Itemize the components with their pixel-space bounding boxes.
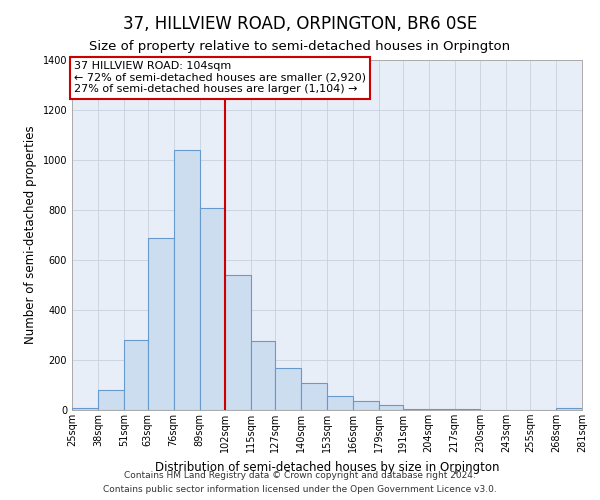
Bar <box>148 238 173 410</box>
Text: Contains HM Land Registry data © Crown copyright and database right 2024.: Contains HM Land Registry data © Crown c… <box>124 470 476 480</box>
Bar <box>98 390 124 410</box>
Text: 37, HILLVIEW ROAD, ORPINGTON, BR6 0SE: 37, HILLVIEW ROAD, ORPINGTON, BR6 0SE <box>123 15 477 33</box>
Bar <box>199 208 226 410</box>
Y-axis label: Number of semi-detached properties: Number of semi-detached properties <box>24 126 37 344</box>
Bar <box>301 382 327 410</box>
X-axis label: Distribution of semi-detached houses by size in Orpington: Distribution of semi-detached houses by … <box>155 460 499 473</box>
Bar <box>124 340 148 410</box>
Text: 37 HILLVIEW ROAD: 104sqm
← 72% of semi-detached houses are smaller (2,920)
27% o: 37 HILLVIEW ROAD: 104sqm ← 72% of semi-d… <box>74 62 366 94</box>
Bar <box>428 409 455 410</box>
Bar <box>455 409 481 410</box>
Bar <box>327 396 353 410</box>
Bar <box>353 401 379 410</box>
Text: Size of property relative to semi-detached houses in Orpington: Size of property relative to semi-detach… <box>89 40 511 53</box>
Bar <box>275 368 301 410</box>
Bar <box>556 408 582 410</box>
Bar <box>251 341 275 410</box>
Bar <box>379 405 403 410</box>
Bar <box>72 408 98 410</box>
Bar <box>226 275 251 410</box>
Text: Contains public sector information licensed under the Open Government Licence v3: Contains public sector information licen… <box>103 486 497 494</box>
Bar <box>403 409 428 410</box>
Bar <box>173 150 199 410</box>
